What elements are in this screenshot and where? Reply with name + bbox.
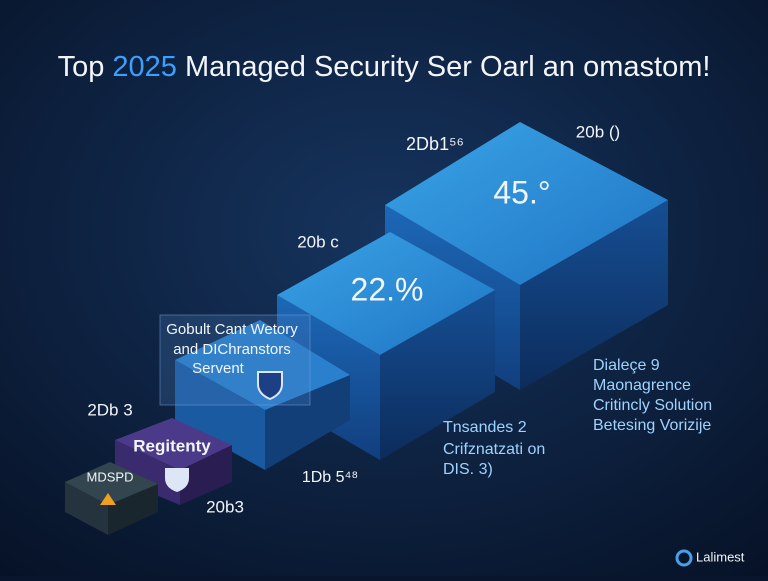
block-label: 20b c: [297, 232, 339, 251]
value-text: 22.%: [351, 271, 424, 307]
brand-icon: [675, 549, 693, 567]
callout-line: Critincly Solution: [593, 397, 712, 414]
shield-icon: [165, 468, 189, 492]
block-label: 2Db 3: [87, 400, 132, 419]
callout-line: Dialeçe 9: [593, 357, 660, 374]
brand: Lalimest: [696, 549, 745, 564]
callout-line: Tnsandes 2: [443, 419, 527, 436]
warning-icon: [100, 493, 116, 505]
block-label: MDSPD: [87, 469, 134, 484]
block-label: 2Db1⁵⁶: [406, 134, 464, 154]
block-dark: [65, 462, 158, 535]
callout-line: Gobult Cant Wetory: [166, 321, 298, 338]
shield-icon: [257, 371, 283, 401]
block-label: 20b (): [576, 122, 620, 141]
block-purple: [115, 418, 232, 505]
callout-line: Maonagrence: [593, 377, 691, 394]
callout-line: DIS. 3): [443, 461, 493, 478]
value-text: 45.°: [493, 174, 550, 210]
callouts-blue: Dialeçe 9 Maonagrence Critincly Solution…: [443, 357, 712, 478]
labels: 2Db1⁵⁶ 20b () 45.° 20b c 22.% 2Db 3 Regi…: [87, 122, 621, 516]
title: Top 2025 Managed Security Ser Oarl an om…: [58, 51, 711, 83]
callout-line: Crifznatzati on: [443, 441, 545, 458]
block-small: [175, 320, 350, 470]
callout-line: and DIChranstors: [173, 341, 291, 358]
callout-line: Servent: [192, 360, 245, 377]
block-label: Regitenty: [133, 436, 211, 455]
callout-line: Betesing Vorizije: [593, 417, 711, 434]
block-label: 20b3: [206, 497, 244, 516]
callout-line: 1Db 5⁴⁸: [302, 469, 358, 486]
callout-box: [159, 314, 311, 406]
